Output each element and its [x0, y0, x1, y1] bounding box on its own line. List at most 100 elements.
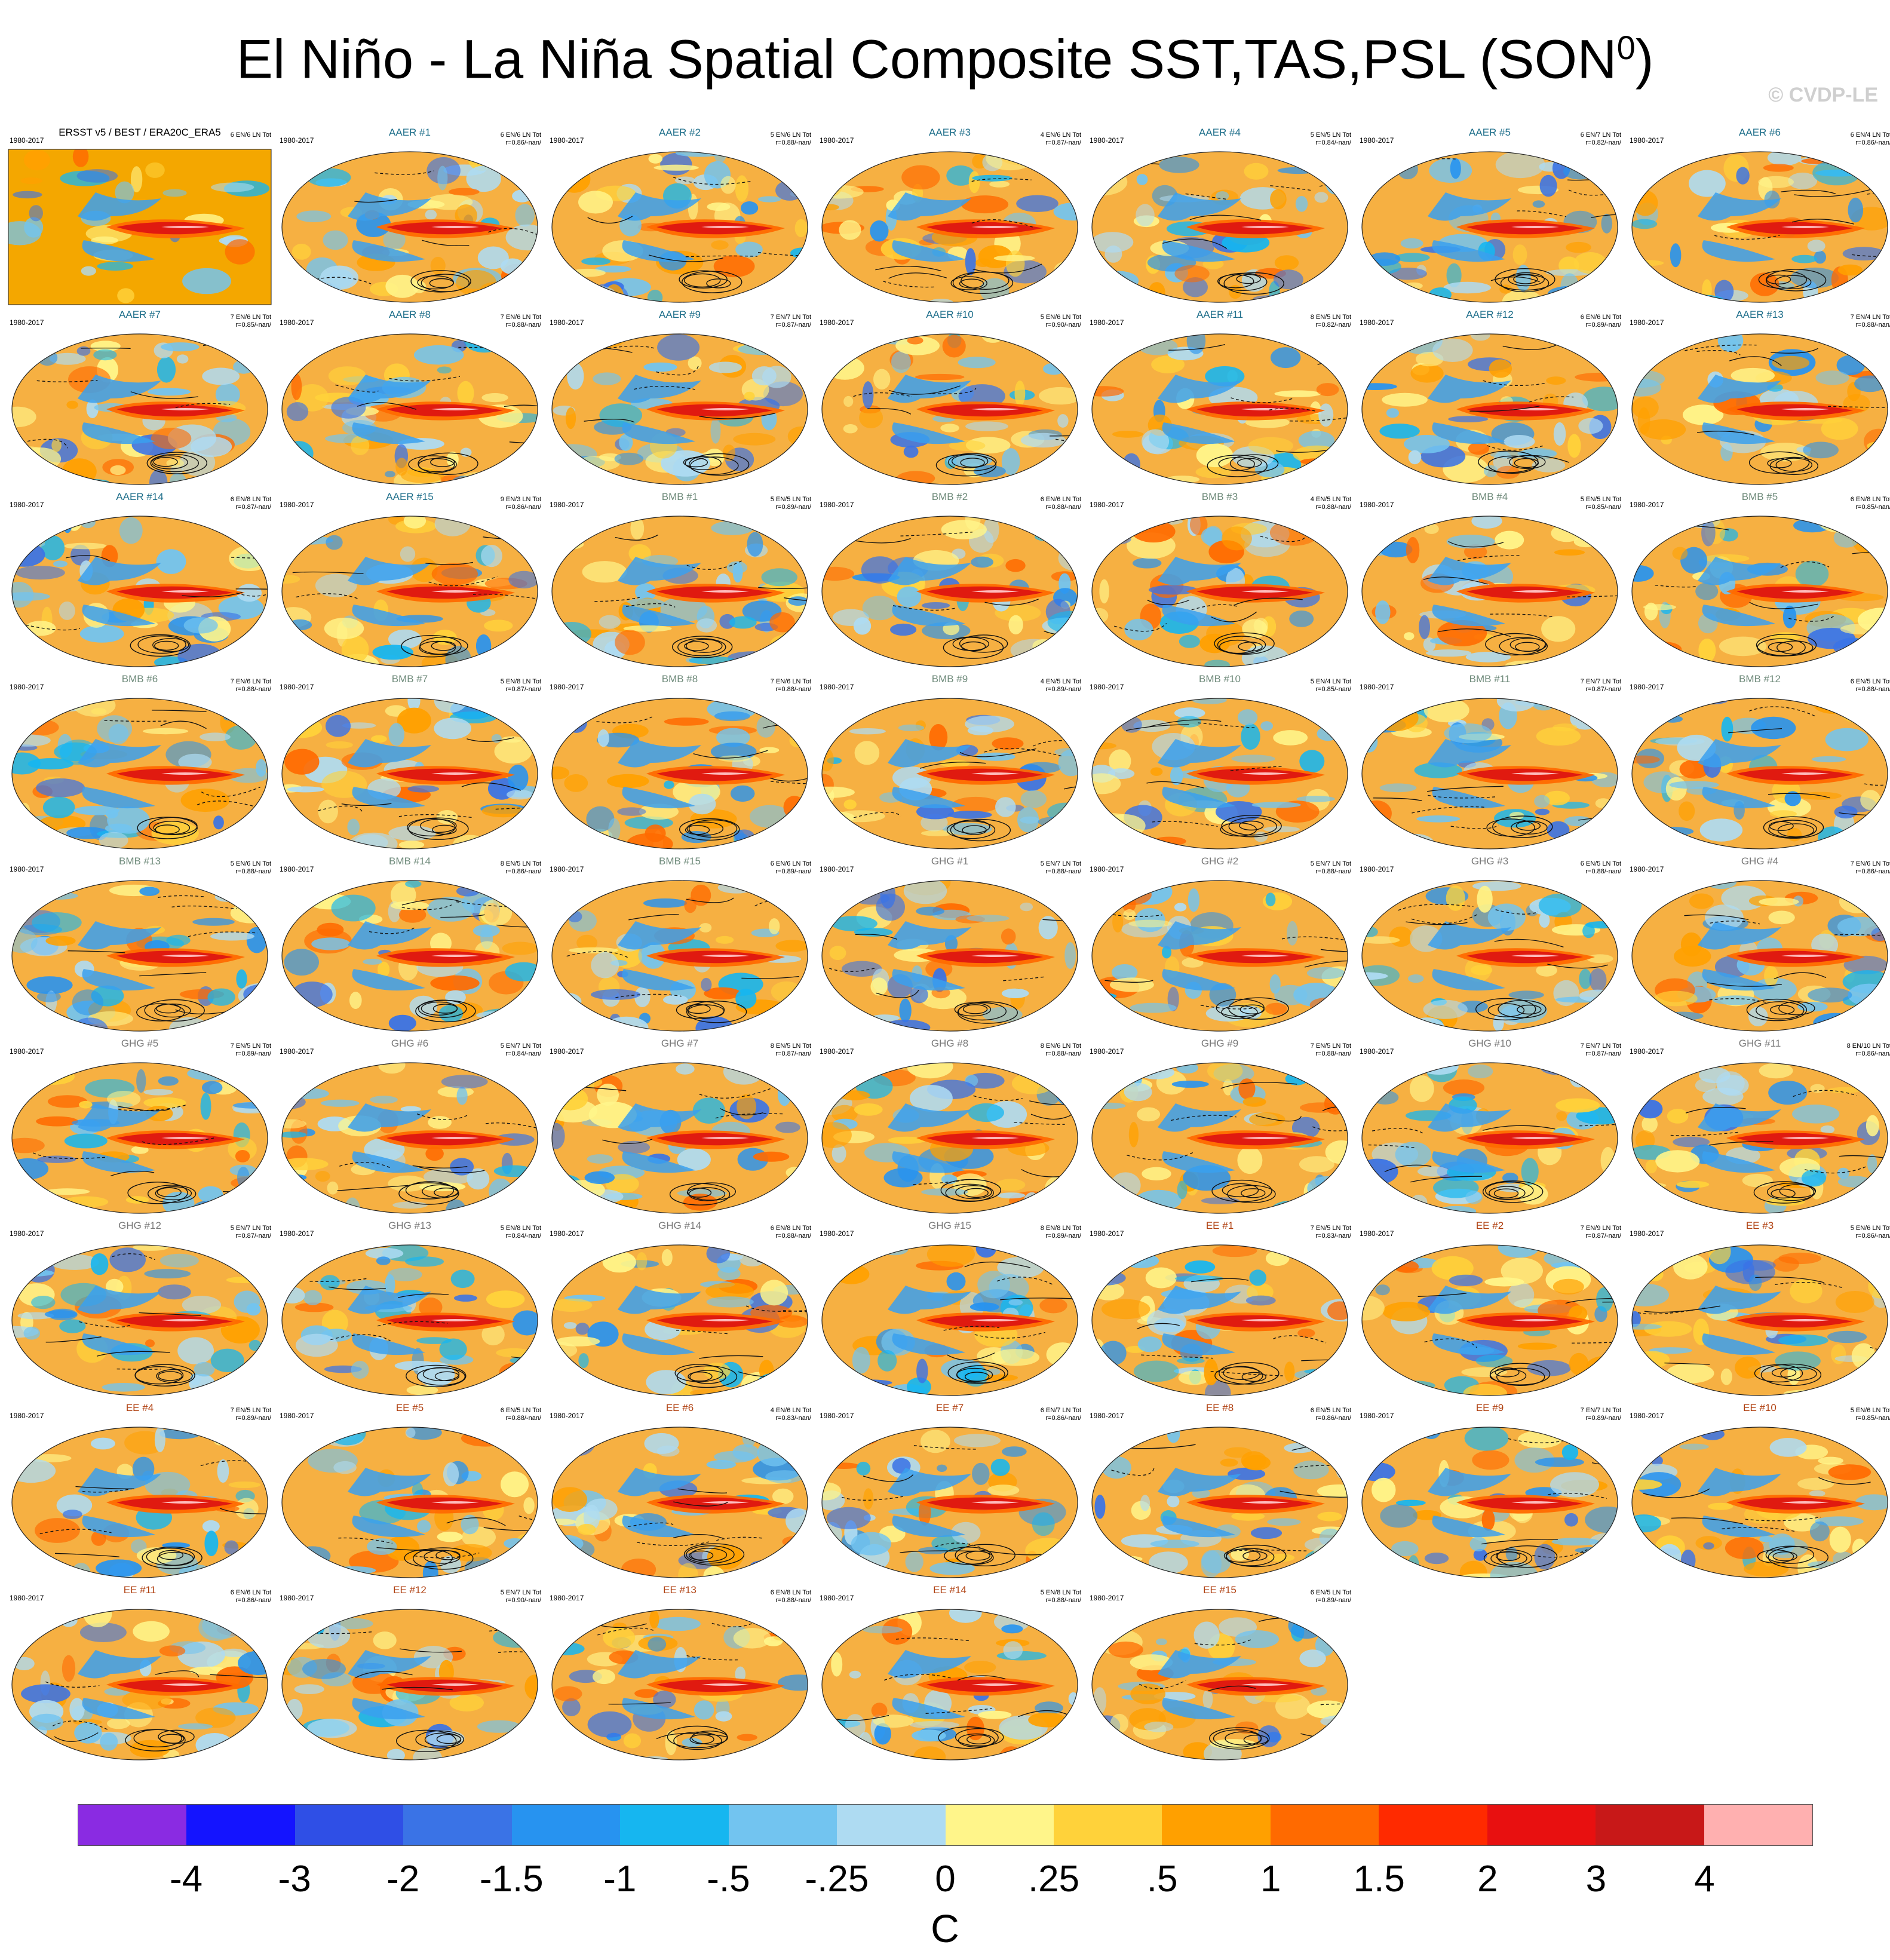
anomaly-patch — [1193, 1621, 1220, 1649]
anomaly-patch — [1556, 1111, 1567, 1121]
psl-contour — [421, 274, 470, 292]
map-field — [1092, 516, 1348, 667]
anomaly-patch — [66, 400, 78, 409]
psl-contour — [1771, 1188, 1796, 1199]
anomaly-patch — [572, 698, 600, 711]
anomaly-patch — [523, 1497, 535, 1514]
psl-contour — [1427, 786, 1504, 792]
anomaly-patch — [484, 619, 513, 632]
anomaly-patch — [1328, 1259, 1343, 1275]
anomaly-patch — [1596, 1287, 1613, 1312]
anomaly-patch — [1130, 1002, 1177, 1013]
anomaly-patch — [880, 1245, 909, 1256]
panel-title: GHG #7 — [661, 1038, 699, 1049]
warm-anomaly-peak — [1781, 1501, 1829, 1504]
anomaly-patch — [499, 1362, 535, 1382]
panel-period: 1980-2017 — [820, 1229, 854, 1238]
anomaly-patch — [733, 433, 776, 446]
panel-event-counts: 5 EN/6 LN Tot — [770, 131, 811, 139]
psl-contour — [1111, 1468, 1155, 1476]
map-field — [12, 1245, 268, 1395]
anomaly-patch — [1395, 1499, 1426, 1506]
panel-event-counts: 6 EN/6 LN Tot — [230, 1589, 271, 1596]
map-panel: BMB #2 1980-2017 6 EN/6 LN Tot r=0.88/-nan/ — [816, 491, 1084, 669]
anomaly-patch — [615, 630, 645, 655]
anomaly-patch — [1367, 479, 1383, 484]
panel-period: 1980-2017 — [1090, 1229, 1124, 1238]
anomaly-patch — [793, 1075, 807, 1094]
anomaly-patch — [1517, 1342, 1557, 1350]
psl-contour — [1780, 561, 1830, 568]
anomaly-patch — [1446, 263, 1462, 288]
anomaly-patch — [1375, 600, 1391, 624]
anomaly-patch — [292, 981, 333, 1008]
anomaly-patch — [564, 523, 593, 533]
anomaly-patch — [1303, 881, 1348, 898]
panel-period: 1980-2017 — [1360, 1229, 1394, 1238]
anomaly-patch — [49, 352, 86, 365]
anomaly-patch — [1561, 1444, 1579, 1461]
anomaly-patch — [1546, 376, 1566, 385]
anomaly-patch — [1432, 338, 1473, 362]
warm-anomaly-core — [386, 1133, 503, 1146]
map-field — [552, 152, 808, 302]
psl-contour — [130, 391, 198, 399]
panel-title: BMB #12 — [1739, 673, 1781, 685]
psl-contour — [1223, 1548, 1261, 1563]
anomaly-patch — [1128, 1122, 1139, 1148]
anomaly-patch — [1848, 197, 1864, 223]
map-panel: BMB #3 1980-2017 4 EN/5 LN Tot r=0.88/-nan/ — [1086, 491, 1354, 669]
warm-anomaly-peak — [701, 226, 749, 228]
cool-anomaly-north — [78, 739, 161, 768]
panel-period: 1980-2017 — [1090, 1594, 1124, 1602]
anomaly-patch — [688, 793, 716, 815]
anomaly-patch — [1249, 1112, 1285, 1127]
anomaly-patch — [1646, 1268, 1664, 1281]
anomaly-patch — [706, 1245, 731, 1263]
psl-contour — [689, 1370, 726, 1384]
panel-title: EE #12 — [393, 1584, 427, 1596]
psl-contour — [984, 748, 1061, 757]
anomaly-patch — [720, 176, 736, 194]
anomaly-patch — [457, 381, 474, 406]
anomaly-patch — [1674, 946, 1711, 967]
anomaly-patch — [287, 441, 297, 462]
anomaly-patch — [1601, 906, 1618, 918]
map-field — [282, 1427, 538, 1578]
anomaly-patch — [1532, 458, 1566, 473]
anomaly-patch — [1564, 1513, 1578, 1527]
anomaly-patch — [1365, 1251, 1393, 1268]
map-panel: GHG #6 1980-2017 5 EN/7 LN Tot r=0.84/-nan/ — [276, 1038, 544, 1216]
anomaly-patch — [1386, 408, 1399, 418]
anomaly-patch — [1325, 168, 1345, 195]
panel-title: EE #9 — [1475, 1402, 1504, 1413]
anomaly-patch — [1008, 615, 1023, 634]
anomaly-patch — [226, 1277, 260, 1283]
anomaly-patch — [1448, 416, 1489, 422]
psl-contour — [1496, 1367, 1545, 1386]
panel-title: BMB #11 — [1469, 673, 1511, 685]
panel-pattern-correlation: r=0.85/-nan/ — [235, 321, 271, 329]
psl-contour — [1490, 276, 1540, 283]
cool-anomaly-north — [1698, 375, 1781, 403]
anomaly-patch — [854, 1103, 883, 1116]
composite-map — [1361, 698, 1618, 849]
anomaly-patch — [965, 715, 1014, 733]
anomaly-patch — [1108, 1641, 1143, 1658]
psl-contour — [950, 818, 1011, 842]
anomaly-patch — [829, 1462, 860, 1469]
anomaly-patch — [489, 1178, 513, 1205]
anomaly-patch — [1178, 1370, 1210, 1385]
panel-period: 1980-2017 — [1090, 1047, 1124, 1056]
map-field — [552, 334, 808, 484]
anomaly-patch — [1423, 999, 1468, 1019]
anomaly-patch — [835, 1427, 881, 1447]
panel-pattern-correlation: r=0.87/-nan/ — [505, 686, 541, 693]
map-panel: AAER #4 1980-2017 5 EN/5 LN Tot r=0.84/-nan… — [1086, 127, 1354, 305]
anomaly-patch — [1673, 1136, 1710, 1148]
map-panel: BMB #1 1980-2017 5 EN/5 LN Tot r=0.89/-nan/ — [546, 491, 814, 669]
map-field — [282, 1245, 538, 1395]
anomaly-patch — [8, 221, 41, 246]
psl-contour — [1565, 1298, 1618, 1304]
panel-pattern-correlation: r=0.84/-nan/ — [505, 1050, 541, 1057]
